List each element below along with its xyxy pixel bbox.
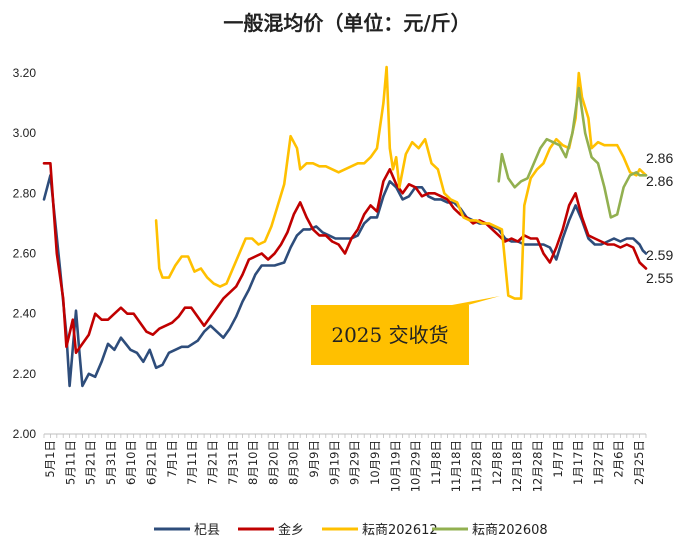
annotation-callout: 2025 交收货 [311, 296, 500, 365]
x-tick-label: 11月8日 [429, 440, 443, 485]
y-tick-label: 3.00 [13, 126, 37, 140]
x-tick-label: 7月1日 [165, 440, 179, 478]
end-value-label: 2.59 [646, 247, 673, 263]
axes: 2.00 2.20 2.40 2.60 2.80 3.00 3.20 5月1日 5月11日 5月2… [13, 66, 647, 492]
x-tick-label: 9月29日 [348, 440, 362, 485]
x-tick-label: 1月7日 [551, 440, 565, 478]
x-tick-label: 6月21日 [145, 440, 159, 485]
x-tick-label: 11月18日 [449, 440, 463, 492]
end-labels: 2.59 2.55 2.86 2.86 [646, 150, 673, 286]
series-line-金乡 [42, 162, 648, 355]
x-tick-label: 7月11日 [185, 440, 199, 485]
x-tick-label: 12月8日 [490, 440, 504, 485]
annotation-text: 2025 交收货 [331, 323, 448, 347]
y-tick-label: 2.00 [13, 427, 37, 441]
y-tick-label: 2.40 [13, 307, 37, 321]
x-tick-label: 10月29日 [409, 440, 423, 492]
x-tick-label: 1月17日 [571, 440, 585, 485]
legend-label: 杞县 [194, 523, 220, 538]
legend-label: 金乡 [278, 522, 304, 538]
x-tick-label: 11月28日 [470, 440, 484, 492]
x-tick-label: 8月30日 [287, 440, 301, 485]
x-tick-label: 12月18日 [510, 440, 524, 492]
x-tick-label: 7月21日 [205, 440, 219, 485]
x-tick-label: 9月9日 [307, 440, 321, 478]
x-tick-label: 5月31日 [104, 440, 118, 485]
end-value-label: 2.86 [646, 150, 673, 166]
end-value-label: 2.86 [646, 173, 673, 189]
legend-label: 耘商202612 [362, 523, 438, 538]
end-value-label: 2.55 [646, 270, 673, 286]
x-tick-label: 5月11日 [63, 440, 77, 485]
x-tick-label: 1月27日 [591, 440, 605, 485]
y-tick-label: 2.20 [13, 367, 37, 381]
x-tick-label: 12月28日 [530, 440, 544, 492]
annotation-box [311, 305, 469, 365]
series-line-耘商202612 [154, 65, 648, 300]
chart-title: 一般混均价（单位：元/斤） [223, 11, 470, 35]
x-tick-label: 5月21日 [84, 440, 98, 485]
x-tick-label: 8月20日 [266, 440, 280, 485]
x-tick-label: 9月19日 [327, 440, 341, 485]
x-tick-label: 5月1日 [43, 440, 57, 478]
x-tick-label: 2月6日 [612, 440, 626, 478]
x-tick-label: 10月9日 [368, 440, 382, 485]
series-layer [42, 65, 648, 388]
y-tick-label: 2.60 [13, 247, 37, 261]
x-tick-label: 7月31日 [226, 440, 240, 485]
x-tick-label: 6月10日 [124, 440, 138, 485]
legend: 杞县 金乡 耘商202612 耘商202608 [154, 522, 548, 538]
x-tick-label: 8月10日 [246, 440, 260, 485]
y-tick-label: 2.80 [13, 186, 37, 200]
annotation-pointer [452, 296, 500, 305]
x-tick-label: 2月25日 [632, 440, 646, 485]
legend-label: 耘商202608 [472, 523, 548, 538]
series-line-耘商202608 [497, 86, 648, 219]
y-tick-label: 3.20 [13, 66, 37, 80]
x-tick-label: 10月19日 [388, 440, 402, 492]
